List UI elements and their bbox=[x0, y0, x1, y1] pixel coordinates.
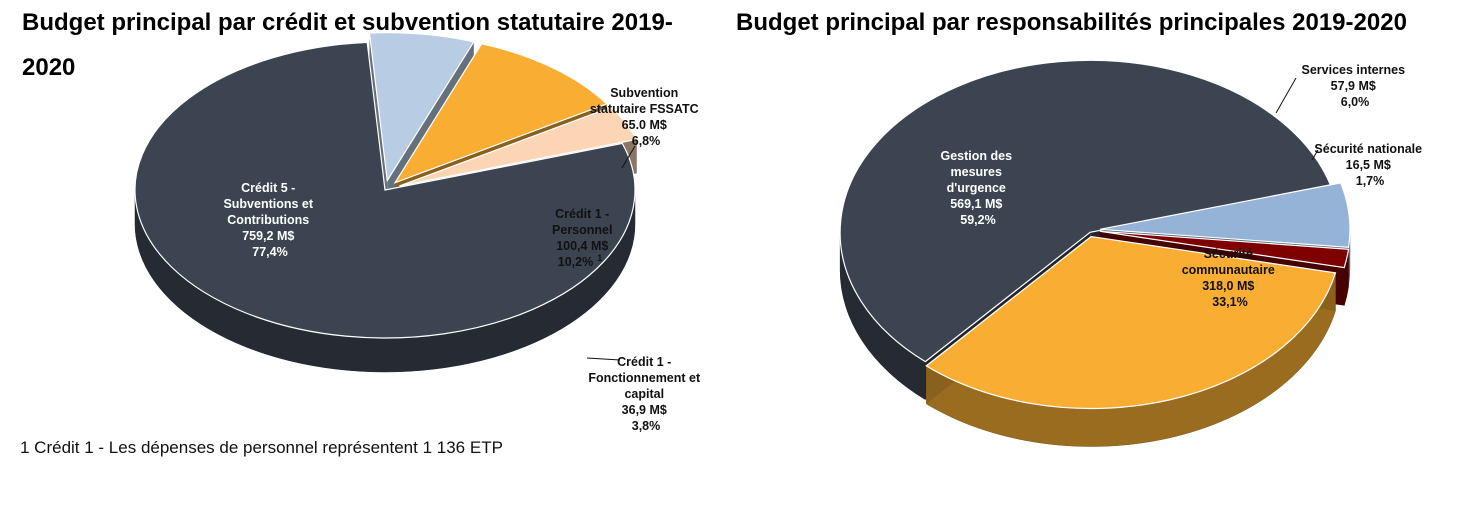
right-slice-edge-1-0 bbox=[1099, 182, 1341, 268]
slice-label-credit5: Crédit 5 - Subventions et Contributions … bbox=[223, 181, 316, 259]
right-slice-edge-2-0 bbox=[1099, 231, 1349, 288]
right-slice-side-2 bbox=[1343, 249, 1349, 306]
right-slice-side-0 bbox=[839, 232, 926, 401]
pie-chart-left: Crédit 5 - Subventions et Contributions … bbox=[134, 32, 703, 433]
chart-title-left: Budget principal par crédit et subventio… bbox=[22, 9, 673, 81]
left-slice-1[interactable] bbox=[368, 32, 475, 183]
right-slice-side-3 bbox=[926, 272, 1336, 447]
leader-line bbox=[586, 357, 621, 361]
slice-label-personnel: Crédit 1 - Personnel 100,4 M$ 10,2% 1 bbox=[552, 207, 616, 269]
right-slice-edge-3-1 bbox=[926, 236, 1092, 404]
slice-label-services-internes: Services internes 57,9 M$ 6,0% bbox=[1301, 63, 1408, 109]
right-slice-0[interactable] bbox=[839, 59, 1332, 363]
slice-label-gestion: Gestion des mesures d'urgence 569,1 M$ 5… bbox=[940, 149, 1015, 227]
leader-line bbox=[621, 145, 636, 169]
right-slice-side-1 bbox=[1348, 229, 1351, 286]
left-slice-2[interactable] bbox=[393, 43, 608, 184]
chart-footnote: 1 Crédit 1 - Les dépenses de personnel r… bbox=[20, 438, 503, 457]
left-slice-3[interactable] bbox=[399, 106, 638, 187]
slice-label-fonctionnement: Crédit 1 - Fonctionnement et capital 36,… bbox=[588, 355, 703, 433]
right-slice-edge-2-1 bbox=[1099, 231, 1345, 306]
right-slice-edge-3-0 bbox=[1091, 236, 1336, 311]
right-slice-edge-1-1 bbox=[1099, 229, 1349, 286]
slice-label-securite-nationale: Sécurité nationale 16,5 M$ 1,7% bbox=[1314, 142, 1425, 188]
leader-line bbox=[1311, 149, 1319, 161]
chart-title-right: Budget principal par responsabilités pri… bbox=[736, 9, 1407, 36]
slice-label-securite-communautaire: Sécurité communautaire 318,0 M$ 33,1% bbox=[1182, 247, 1279, 309]
right-slice-1[interactable] bbox=[1099, 182, 1351, 248]
right-slice-edge-0-1 bbox=[1090, 185, 1331, 271]
right-slice-2[interactable] bbox=[1099, 230, 1350, 269]
left-slice-0[interactable] bbox=[134, 41, 636, 339]
right-slice-edge-0-0 bbox=[925, 232, 1091, 400]
slice-label-fssatc: Subvention statutaire FSSATC 65.0 M$ 6,8… bbox=[590, 86, 702, 148]
right-slice-3[interactable] bbox=[925, 235, 1337, 410]
leader-line bbox=[1275, 77, 1297, 114]
